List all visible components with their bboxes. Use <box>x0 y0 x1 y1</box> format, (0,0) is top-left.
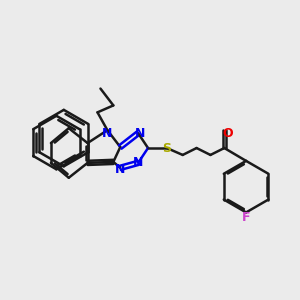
Text: N: N <box>133 156 143 170</box>
Text: N: N <box>115 163 125 176</box>
Text: N: N <box>134 127 145 140</box>
Text: F: F <box>242 211 250 224</box>
Text: O: O <box>222 127 232 140</box>
Text: S: S <box>162 142 171 154</box>
Text: N: N <box>102 127 112 140</box>
